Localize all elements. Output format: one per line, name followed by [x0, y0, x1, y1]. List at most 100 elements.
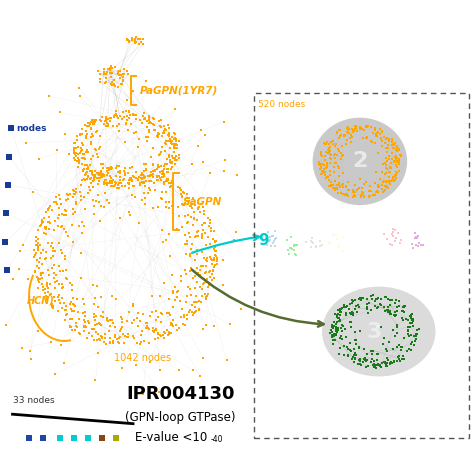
- Point: [132, 115, 140, 123]
- Point: [64, 233, 72, 240]
- Point: [105, 200, 113, 207]
- Point: [414, 243, 422, 250]
- Point: [351, 305, 359, 312]
- Point: [86, 119, 93, 127]
- Point: [381, 177, 388, 184]
- Point: [361, 180, 368, 188]
- Point: [194, 142, 201, 150]
- Point: [91, 120, 98, 128]
- Point: [47, 254, 55, 262]
- Point: [103, 171, 111, 179]
- Point: [339, 169, 346, 176]
- Point: [141, 182, 149, 190]
- Point: [264, 228, 272, 236]
- Point: [110, 76, 118, 84]
- Point: [328, 138, 335, 146]
- Point: [292, 241, 300, 249]
- Point: [184, 283, 192, 291]
- Point: [365, 193, 373, 201]
- Point: [377, 363, 384, 371]
- Point: [384, 303, 392, 310]
- Point: [97, 143, 104, 151]
- Point: [90, 120, 97, 128]
- Point: [142, 165, 150, 173]
- Point: [198, 248, 206, 256]
- Point: [133, 111, 140, 118]
- Point: [266, 233, 274, 241]
- Point: [74, 144, 82, 151]
- Point: [362, 355, 369, 362]
- Point: [202, 256, 210, 264]
- Point: [326, 143, 334, 150]
- Point: [128, 36, 136, 43]
- Point: [165, 328, 173, 336]
- Point: [102, 115, 109, 123]
- Point: [78, 140, 86, 147]
- Point: [190, 194, 197, 201]
- Point: [193, 278, 201, 286]
- Point: [54, 214, 62, 222]
- Point: [371, 360, 378, 368]
- Point: [318, 170, 325, 177]
- Point: [171, 296, 179, 304]
- Point: [419, 241, 427, 249]
- Point: [125, 36, 132, 43]
- Point: [176, 184, 184, 192]
- Point: [82, 170, 90, 178]
- Point: [145, 119, 153, 127]
- Point: [34, 274, 41, 282]
- Point: [343, 333, 350, 340]
- Point: [98, 160, 105, 167]
- Point: [36, 275, 44, 283]
- Point: [57, 201, 64, 208]
- Point: [153, 308, 160, 315]
- Point: [83, 335, 91, 342]
- Point: [357, 193, 365, 201]
- Point: [371, 139, 379, 146]
- Point: [51, 217, 59, 225]
- Point: [129, 110, 137, 118]
- Point: [212, 237, 219, 245]
- Point: [263, 242, 271, 249]
- Point: [355, 345, 363, 352]
- Point: [387, 160, 395, 167]
- Point: [95, 177, 103, 185]
- Point: [325, 141, 332, 148]
- Point: [63, 196, 70, 204]
- Point: [19, 241, 27, 249]
- Point: [334, 145, 341, 153]
- Point: [101, 71, 109, 78]
- Point: [122, 108, 130, 115]
- Point: [172, 155, 179, 162]
- Point: [342, 309, 349, 317]
- Point: [208, 256, 216, 264]
- Point: [166, 158, 173, 166]
- Point: [109, 69, 116, 77]
- Point: [102, 114, 109, 122]
- Point: [373, 189, 380, 196]
- Point: [119, 77, 127, 84]
- Point: [352, 302, 360, 310]
- Point: [98, 333, 106, 341]
- Point: [92, 146, 100, 154]
- Point: [31, 252, 38, 259]
- Point: [408, 311, 415, 319]
- Point: [166, 253, 174, 260]
- Point: [365, 362, 372, 370]
- Point: [325, 146, 332, 154]
- Point: [394, 321, 401, 328]
- Point: [63, 275, 71, 283]
- Point: [338, 152, 346, 160]
- Point: [115, 168, 122, 175]
- Point: [113, 434, 120, 442]
- Point: [123, 96, 130, 104]
- Point: [357, 191, 365, 199]
- Point: [73, 132, 81, 139]
- Point: [157, 318, 165, 325]
- Point: [408, 240, 415, 247]
- Point: [44, 218, 52, 226]
- Point: [346, 134, 354, 141]
- Point: [328, 179, 335, 186]
- Point: [165, 295, 173, 303]
- Point: [34, 245, 42, 253]
